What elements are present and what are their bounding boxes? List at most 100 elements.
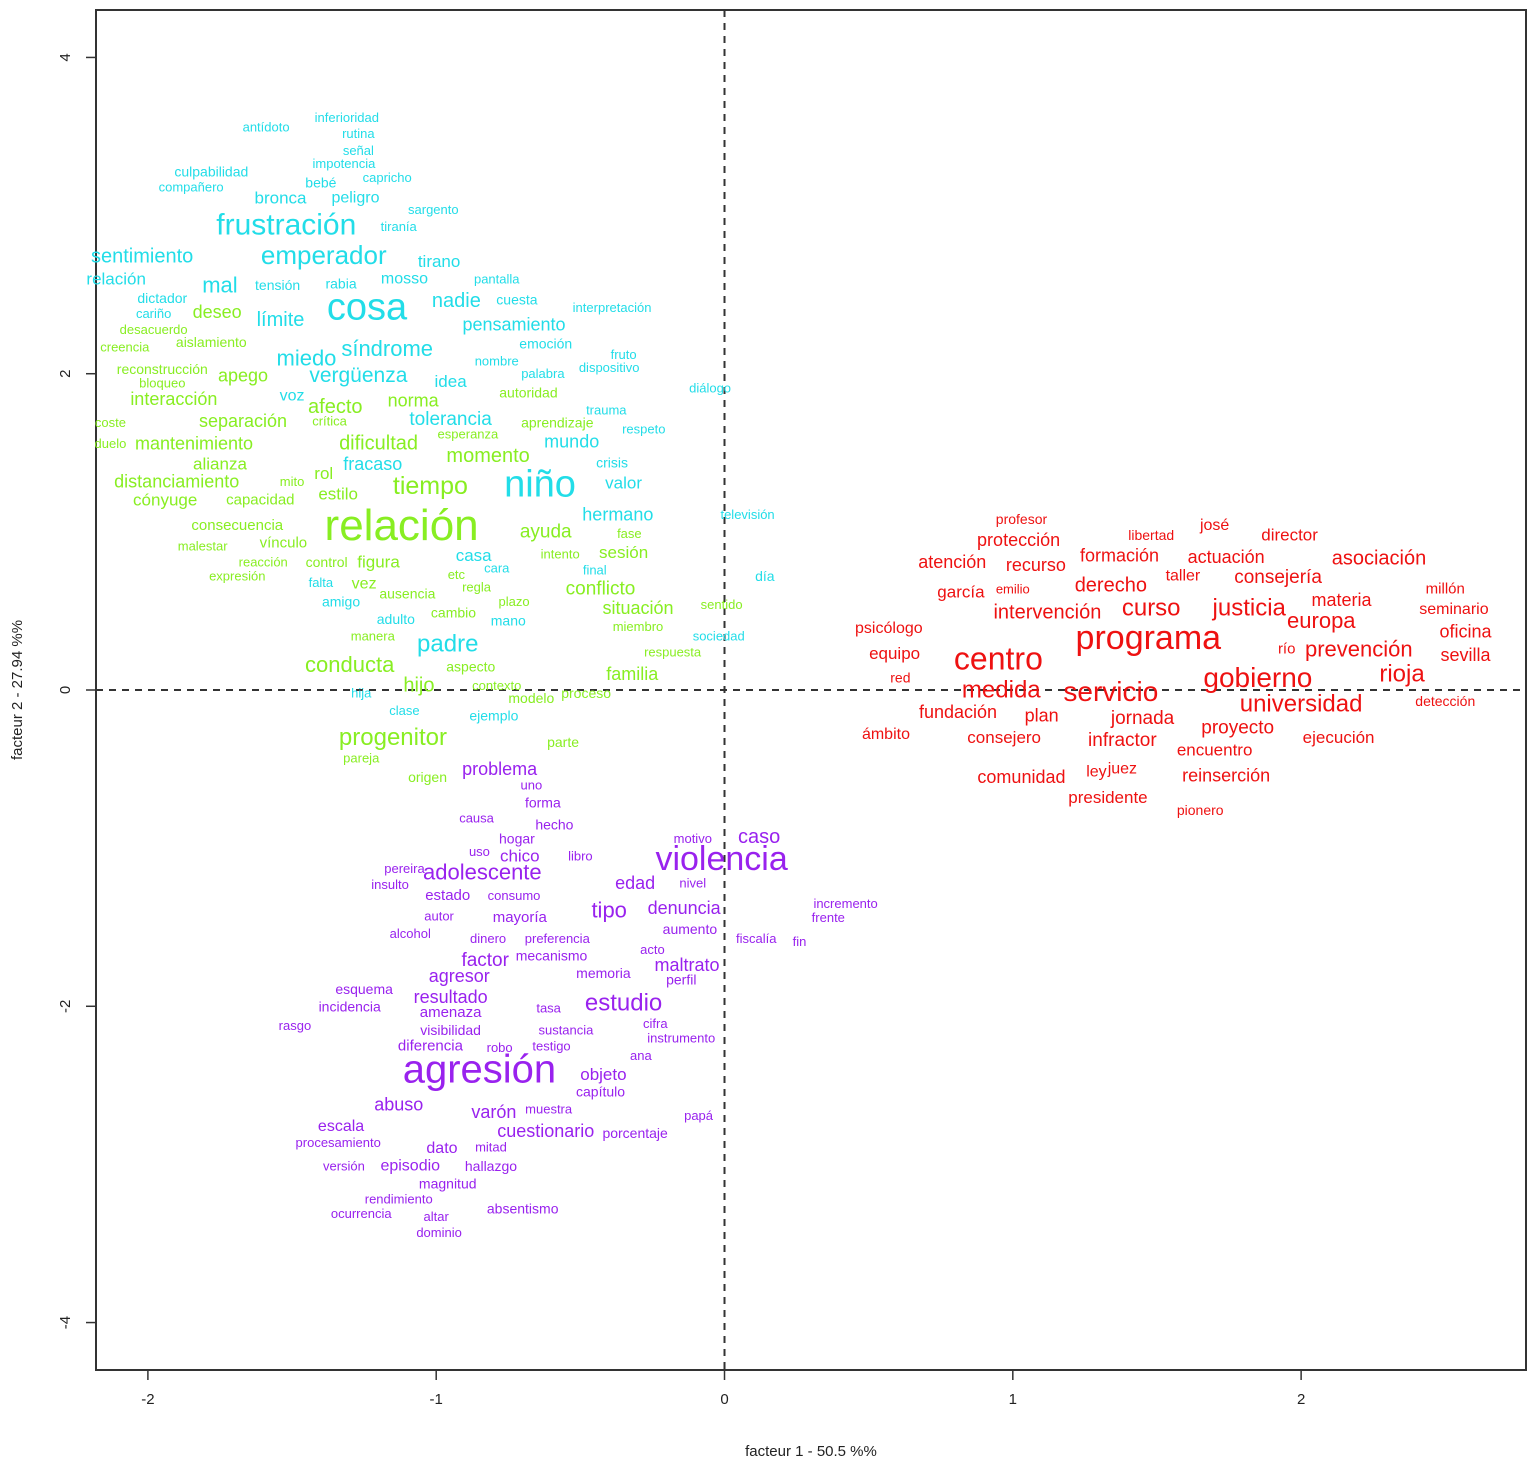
word-point: desacuerdo <box>120 322 188 337</box>
word-point: visibilidad <box>420 1022 481 1038</box>
word-point: nombre <box>475 354 519 369</box>
word-point: aspecto <box>446 658 495 674</box>
word-point: frustración <box>216 209 356 242</box>
word-point: factor <box>461 950 509 971</box>
word-point: tasa <box>536 1000 561 1015</box>
word-point: cosa <box>327 286 408 328</box>
word-point: curso <box>1122 594 1181 621</box>
word-point: juez <box>1107 761 1137 778</box>
word-point: miedo <box>277 345 337 370</box>
word-point: progenitor <box>339 724 447 751</box>
word-point: peligro <box>331 190 379 207</box>
word-point: problema <box>462 759 538 779</box>
word-point: cariño <box>136 306 171 321</box>
word-point: fracaso <box>343 454 402 474</box>
word-point: emilio <box>996 581 1030 596</box>
word-point: reinserción <box>1182 765 1270 785</box>
word-point: centro <box>954 640 1043 676</box>
word-point: millón <box>1426 580 1465 597</box>
word-point: cara <box>484 561 510 576</box>
word-point: perfil <box>666 971 696 987</box>
x-tick-label: 0 <box>720 1391 728 1408</box>
word-point: fruto <box>611 347 637 362</box>
word-point: motivo <box>674 831 712 846</box>
word-point: director <box>1261 526 1318 545</box>
word-point: formación <box>1080 546 1159 566</box>
word-point: presidente <box>1068 788 1147 807</box>
word-point: insulto <box>371 877 409 892</box>
word-point: capacidad <box>226 492 294 509</box>
word-point: consejería <box>1234 567 1322 588</box>
word-point: actuación <box>1188 547 1265 567</box>
word-point: nadie <box>432 290 481 312</box>
word-point: sargento <box>408 202 459 217</box>
word-point: escala <box>318 1118 364 1135</box>
word-point: plazo <box>499 594 530 609</box>
word-point: equipo <box>869 644 920 663</box>
word-point: causa <box>459 811 494 826</box>
word-point: asociación <box>1332 548 1427 570</box>
word-point: mecanismo <box>516 948 588 964</box>
x-tick-label: 2 <box>1297 1391 1305 1408</box>
word-point: pereira <box>384 861 425 876</box>
word-point: rasgo <box>279 1018 312 1033</box>
word-point: capítulo <box>576 1084 625 1100</box>
word-point: chico <box>500 847 540 866</box>
word-point: intento <box>541 547 580 562</box>
word-point: atención <box>918 552 986 572</box>
word-point: tipo <box>591 897 626 922</box>
word-point: autor <box>424 909 454 924</box>
word-point: crítica <box>312 414 347 429</box>
word-point: etc <box>448 567 466 582</box>
word-point: control <box>306 554 348 570</box>
word-point: rol <box>314 464 333 483</box>
word-point: reconstrucción <box>117 361 208 377</box>
word-point: antídoto <box>243 120 290 135</box>
word-point: vergüenza <box>309 364 407 387</box>
y-tick-label: 4 <box>57 53 74 61</box>
word-point: versión <box>323 1159 365 1174</box>
word-point: ausencia <box>379 586 435 602</box>
word-point: psicólogo <box>855 620 923 637</box>
word-point: medida <box>962 677 1041 704</box>
word-point: emperador <box>261 240 387 270</box>
word-point: relación <box>325 501 479 550</box>
word-point: consecuencia <box>191 517 283 534</box>
word-point: trauma <box>586 403 627 418</box>
word-point: rabia <box>325 276 356 292</box>
word-point: contexto <box>472 678 521 693</box>
word-point: coste <box>95 415 126 430</box>
word-point: culpabilidad <box>174 163 248 179</box>
x-axis: -2 -1 0 1 2 <box>141 1370 1305 1408</box>
reference-lines <box>96 10 1526 1370</box>
word-point: cuestionario <box>497 1121 594 1141</box>
word-point: ley <box>1086 764 1106 781</box>
word-point: parte <box>547 734 579 750</box>
word-point: mosso <box>381 270 428 287</box>
x-tick-label: -2 <box>141 1391 154 1408</box>
word-point: falta <box>309 575 334 590</box>
word-point: libertad <box>1128 527 1174 543</box>
word-point: regla <box>462 580 492 595</box>
word-point: modelo <box>508 690 554 706</box>
word-point: profesor <box>996 511 1048 527</box>
x-tick-label: -1 <box>430 1391 443 1408</box>
word-point: apego <box>218 365 268 385</box>
word-point: crisis <box>596 454 628 470</box>
word-point: padre <box>417 631 478 658</box>
word-point: mito <box>280 474 305 489</box>
word-point: instrumento <box>647 1030 715 1045</box>
word-point: sustancia <box>538 1023 594 1038</box>
word-point: afecto <box>308 396 362 418</box>
word-point: papá <box>684 1108 714 1123</box>
word-point: dinero <box>470 931 506 946</box>
word-point: sentido <box>701 597 743 612</box>
word-point: interpretación <box>573 300 652 315</box>
word-point: muestra <box>525 1102 573 1117</box>
word-point: estado <box>425 887 470 904</box>
word-point: esperanza <box>438 426 499 441</box>
word-point: hallazgo <box>465 1158 517 1174</box>
word-point: agresor <box>429 966 490 986</box>
word-point: pareja <box>343 751 380 766</box>
